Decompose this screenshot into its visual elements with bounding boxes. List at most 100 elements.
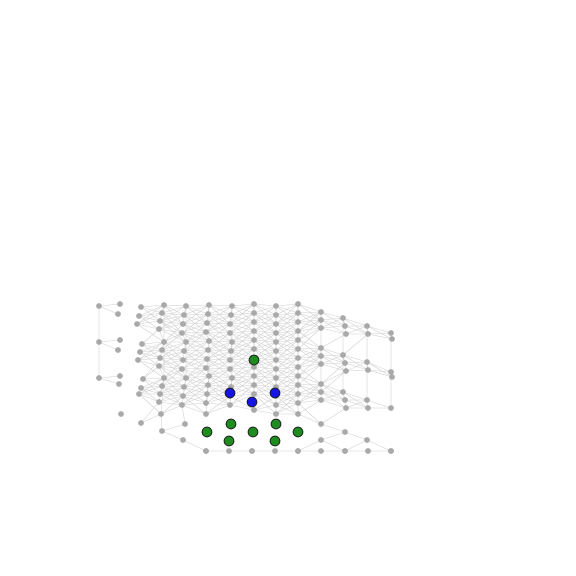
lattice-edge: [163, 368, 183, 379]
lattice-edge: [253, 359, 277, 368]
lattice-edge: [297, 391, 322, 404]
lattice-edge: [367, 369, 393, 378]
lattice-edge: [136, 323, 160, 330]
lattice-edge: [205, 395, 231, 415]
lattice-edge: [275, 384, 299, 406]
lattice-node: [251, 319, 257, 325]
lattice-edge: [344, 439, 368, 452]
lattice-edge: [161, 377, 187, 387]
lattice-edge: [205, 359, 231, 369]
lattice-edge: [297, 375, 322, 385]
lattice-edge: [181, 367, 207, 370]
lattice-edge: [297, 383, 322, 395]
lattice-edge: [141, 328, 160, 345]
lattice-node: [295, 382, 301, 388]
lattice-edge: [275, 321, 299, 334]
lattice-edge: [253, 368, 277, 377]
lattice-edge: [297, 347, 322, 350]
lattice-edge: [320, 362, 346, 385]
lattice-node: [342, 323, 348, 329]
lattice-edge: [208, 375, 233, 379]
lattice-edge: [181, 384, 209, 406]
lattice-node: [342, 448, 348, 454]
lattice-edge: [208, 323, 231, 342]
lattice-edge: [231, 339, 255, 343]
lattice-edge: [98, 305, 119, 315]
lattice-edge: [253, 404, 277, 411]
lattice-edge: [161, 385, 185, 388]
lattice-edge: [275, 312, 299, 325]
lattice-node: [205, 382, 211, 388]
lattice-edge: [253, 377, 277, 395]
lattice-edge: [297, 311, 322, 332]
lattice-edge: [320, 370, 347, 393]
lattice-edge: [140, 306, 163, 314]
lattice-edge: [275, 312, 299, 334]
lattice-node: [318, 325, 324, 331]
lattice-edge: [140, 413, 162, 424]
lattice-edge: [366, 325, 393, 340]
lattice-edge: [161, 341, 187, 351]
lattice-node: [227, 321, 233, 327]
lattice-node: [365, 405, 371, 411]
lattice-edge: [136, 304, 165, 325]
lattice-edge: [229, 312, 255, 325]
lattice-node: [117, 373, 123, 379]
lattice-node: [181, 384, 187, 390]
lattice-node: [159, 310, 165, 316]
lattice-node: [140, 376, 146, 382]
lattice-node: [116, 381, 122, 387]
lattice-edge: [182, 439, 207, 452]
lattice-edge: [253, 332, 277, 341]
lattice-edge: [320, 362, 346, 365]
lattice-node: [181, 348, 187, 354]
lattice-edge: [185, 322, 208, 343]
lattice-edge: [183, 367, 207, 388]
lattice-node: [228, 312, 234, 318]
lattice-edge: [367, 332, 392, 335]
lattice-node: [365, 448, 371, 454]
lattice-edge: [182, 375, 210, 397]
lattice-edge: [230, 312, 255, 316]
lattice-edge: [161, 349, 184, 361]
lattice-node: [388, 405, 394, 411]
lattice-edge: [297, 402, 322, 425]
lattice-edge: [205, 323, 231, 333]
lattice-node: [205, 311, 211, 317]
lattice-node: [96, 375, 102, 381]
lattice-edge: [138, 393, 162, 415]
lattice-edge: [229, 366, 255, 370]
lattice-edge: [275, 357, 299, 379]
lattice-node: [273, 348, 279, 354]
lattice-node: [203, 411, 209, 417]
lattice-edge: [229, 321, 255, 334]
lattice-edge: [297, 327, 322, 350]
lattice-node: [96, 339, 102, 345]
blue-node: [269, 387, 281, 399]
lattice-edge: [205, 314, 232, 333]
lattice-edge: [183, 331, 207, 352]
lattice-edge: [229, 332, 255, 341]
lattice-edge: [366, 361, 392, 373]
lattice-edge: [136, 323, 165, 343]
lattice-edge: [158, 401, 183, 406]
lattice-node: [364, 397, 370, 403]
lattice-edge: [161, 312, 185, 316]
lattice-edge: [231, 321, 255, 343]
lattice-edge: [98, 339, 121, 343]
lattice-edge: [163, 323, 184, 343]
lattice-edge: [98, 341, 119, 351]
lattice-node: [340, 352, 346, 358]
lattice-edge: [320, 317, 344, 321]
lattice-edge: [320, 355, 346, 364]
lattice-edge: [231, 303, 255, 307]
lattice-edge: [344, 431, 368, 441]
lattice-node: [135, 357, 141, 363]
lattice-edge: [229, 393, 255, 406]
lattice-edge: [185, 340, 210, 343]
green-node: [223, 435, 235, 447]
lattice-edge: [137, 341, 165, 361]
lattice-node: [156, 399, 162, 405]
lattice-node: [343, 331, 349, 337]
lattice-node: [251, 346, 257, 352]
